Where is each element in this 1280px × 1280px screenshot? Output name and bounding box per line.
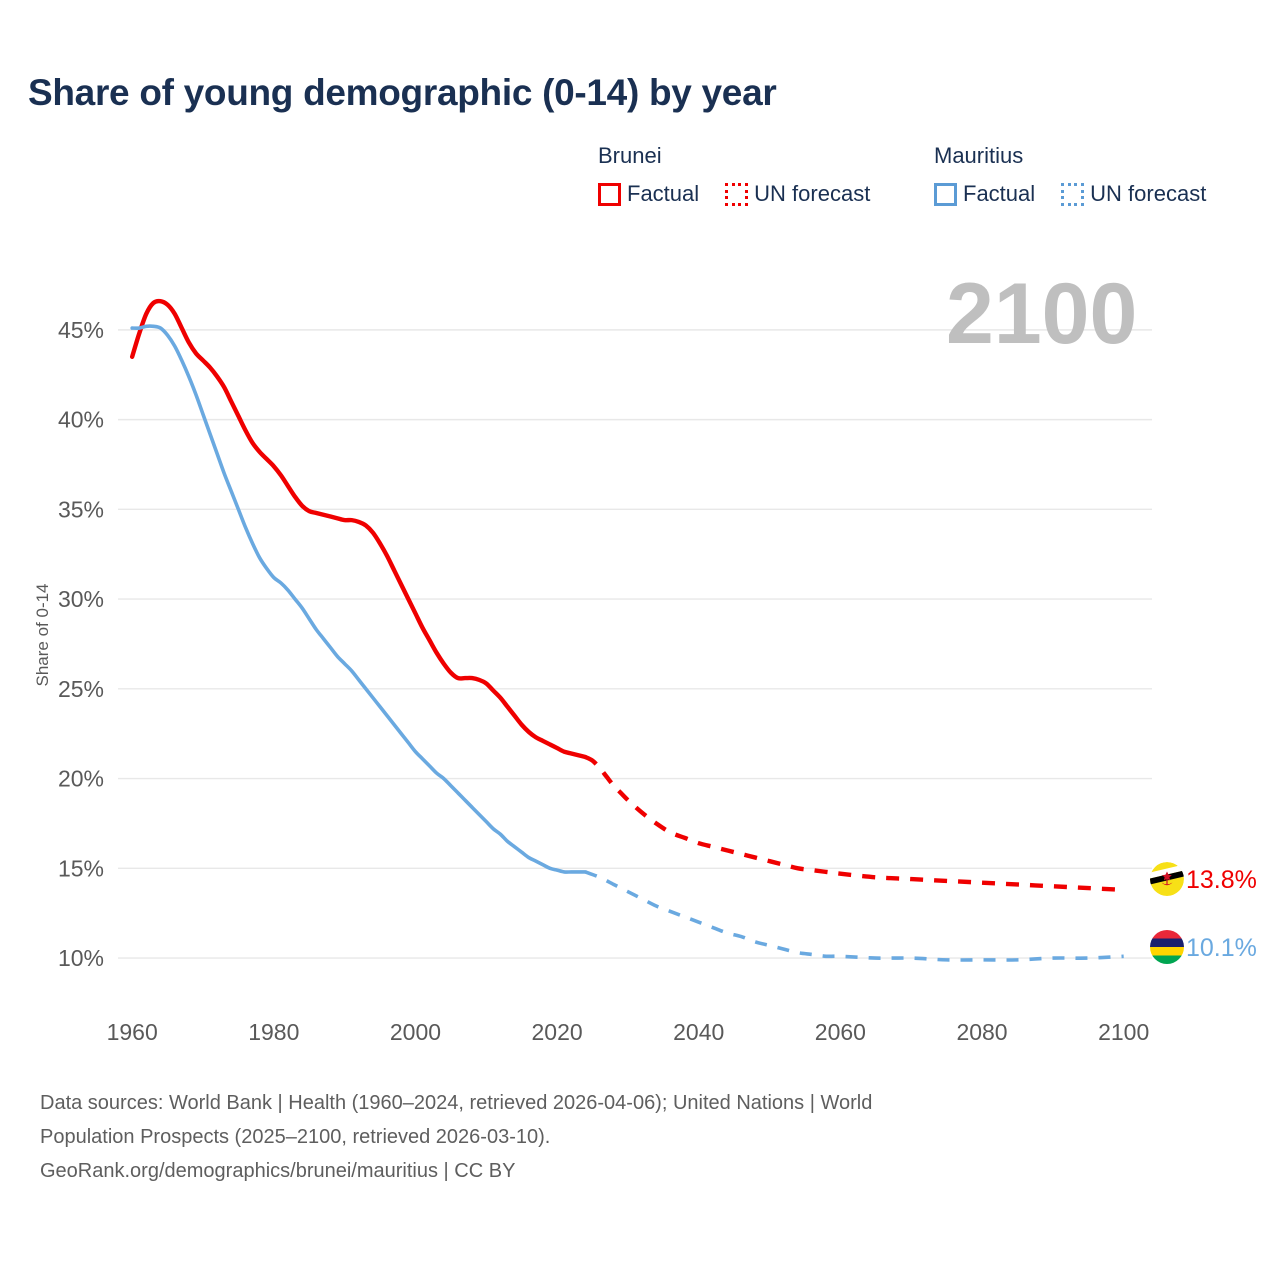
y-tick-label: 20% <box>58 766 104 792</box>
y-tick-label: 15% <box>58 855 104 881</box>
chart-legend: Brunei Factual UN forecast Mauritius Fac… <box>598 143 1258 221</box>
x-tick-label: 1980 <box>248 1019 299 1045</box>
legend-item-label: Factual <box>963 181 1036 206</box>
y-tick-label: 35% <box>58 496 104 522</box>
y-tick-label: 25% <box>58 676 104 702</box>
legend-item-mauritius-forecast[interactable]: UN forecast <box>1061 181 1206 207</box>
legend-item-label: Factual <box>627 181 700 206</box>
x-tick-label: 2080 <box>956 1019 1007 1045</box>
legend-swatch-dotted-icon <box>1061 182 1085 206</box>
series-line-factual-brunei <box>129 298 588 760</box>
page-title: Share of young demographic (0-14) by yea… <box>28 72 777 113</box>
legend-item-brunei-forecast[interactable]: UN forecast <box>725 181 870 207</box>
y-tick-label: 40% <box>58 407 104 433</box>
footer-line-2: Population Prospects (2025–2100, retriev… <box>40 1126 551 1148</box>
legend-item-label: UN forecast <box>1090 181 1207 206</box>
legend-country-name: Brunei <box>598 143 662 168</box>
y-tick-label: 30% <box>58 586 104 612</box>
chart-series-paths <box>129 298 1124 962</box>
y-axis-tick-labels: 10% 15% 20% 25% 30% 35% 40% 45% <box>58 317 104 971</box>
x-tick-label: 2000 <box>390 1019 441 1045</box>
mauritius-flag-icon <box>1150 930 1184 964</box>
end-value-mauritius: 10.1% <box>1186 934 1257 962</box>
x-tick-label: 1960 <box>107 1019 158 1045</box>
end-value-brunei: 13.8% <box>1186 866 1257 894</box>
brunei-flag-icon <box>1150 862 1184 896</box>
y-tick-label: 10% <box>58 945 104 971</box>
x-axis-tick-labels: 1960 1980 2000 2020 2040 2060 2080 2100 <box>107 1019 1150 1045</box>
legend-group-mauritius: Mauritius Factual UN forecast <box>934 143 1206 207</box>
x-tick-label: 2020 <box>532 1019 583 1045</box>
footer-sources: Data sources: World Bank | Health (1960–… <box>40 1086 1170 1188</box>
legend-swatch-solid-icon <box>598 182 621 206</box>
legend-country-name: Mauritius <box>934 143 1024 168</box>
legend-group-brunei: Brunei Factual UN forecast <box>598 143 870 207</box>
x-tick-label: 2040 <box>673 1019 724 1045</box>
legend-swatch-solid-icon <box>934 182 957 206</box>
x-tick-label: 2100 <box>1098 1019 1149 1045</box>
y-tick-label: 45% <box>58 317 104 343</box>
legend-item-label: UN forecast <box>754 181 871 206</box>
x-tick-label: 2060 <box>815 1019 866 1045</box>
footer-line-1: Data sources: World Bank | Health (1960–… <box>40 1092 873 1114</box>
legend-item-mauritius-factual[interactable]: Factual <box>934 181 1035 207</box>
series-line-factual-mauritius <box>130 324 588 874</box>
legend-swatch-dotted-icon <box>725 182 749 206</box>
y-axis-title: Share of 0-14 <box>33 583 52 686</box>
series-line-forecast-brunei <box>584 755 1124 893</box>
series-line-forecast-mauritius <box>584 870 1124 962</box>
legend-item-brunei-factual[interactable]: Factual <box>598 181 699 207</box>
footer-line-3: GeoRank.org/demographics/brunei/mauritiu… <box>40 1160 516 1182</box>
chart-gridlines <box>118 329 1152 959</box>
